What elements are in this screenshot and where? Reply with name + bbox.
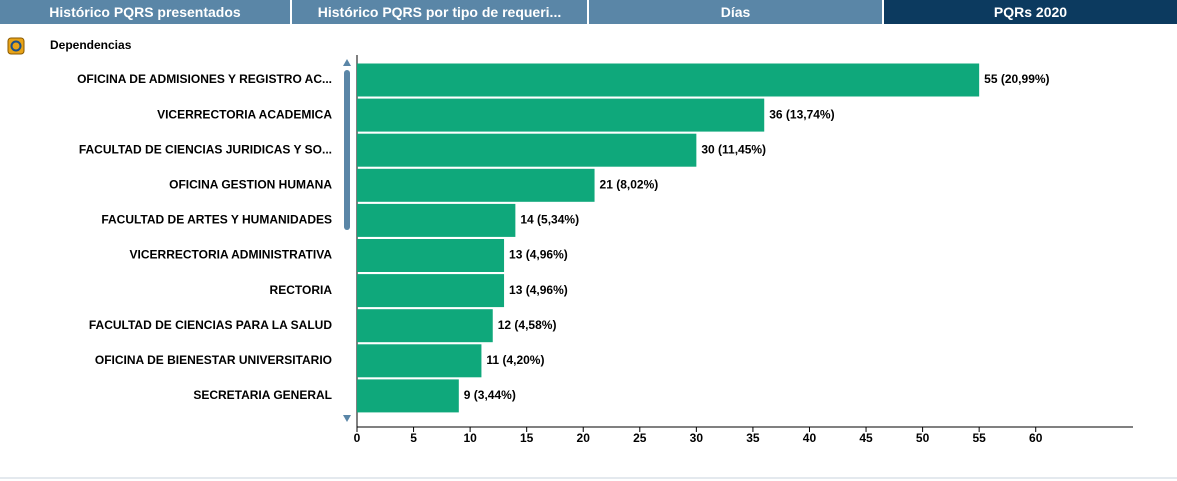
- x-tick-label: 20: [577, 431, 591, 445]
- bar: [357, 239, 505, 272]
- value-label: 14 (5,34%): [520, 213, 579, 227]
- value-label: 36 (13,74%): [769, 107, 834, 121]
- tab[interactable]: Días: [589, 0, 882, 24]
- category-label: FACULTAD DE CIENCIAS JURIDICAS Y SO...: [79, 142, 332, 156]
- bar: [357, 168, 595, 202]
- bar: [357, 203, 516, 237]
- value-label: 13 (4,96%): [509, 283, 568, 297]
- x-tick-label: 45: [859, 431, 873, 445]
- value-label: 21 (8,02%): [600, 177, 659, 191]
- bar: [357, 133, 697, 167]
- refresh-icon-arrow: [10, 40, 22, 52]
- bar: [357, 63, 980, 97]
- category-label: VICERRECTORIA ACADEMICA: [157, 107, 332, 121]
- category-label: OFICINA DE ADMISIONES Y REGISTRO AC...: [77, 72, 332, 86]
- x-tick-label: 30: [690, 431, 704, 445]
- category-label: VICERRECTORIA ADMINISTRATIVA: [130, 248, 333, 262]
- x-tick-label: 40: [803, 431, 817, 445]
- scroll-up[interactable]: [343, 59, 351, 66]
- x-tick-label: 60: [1029, 431, 1043, 445]
- panel-title: Dependencias: [50, 38, 132, 52]
- value-label: 12 (4,58%): [498, 318, 557, 332]
- bar: [357, 274, 505, 308]
- x-tick-label: 15: [520, 431, 534, 445]
- scrollbar-thumb[interactable]: [344, 70, 350, 230]
- bar: [357, 98, 765, 132]
- scroll-down[interactable]: [343, 415, 351, 422]
- x-tick-label: 25: [633, 431, 647, 445]
- value-label: 9 (3,44%): [464, 388, 516, 402]
- bar: [357, 344, 482, 378]
- x-tick-label: 0: [354, 431, 361, 445]
- category-label: SECRETARIA GENERAL: [193, 388, 332, 402]
- x-tick-label: 50: [916, 431, 930, 445]
- x-tick-label: 35: [746, 431, 760, 445]
- category-label: RECTORIA: [270, 283, 333, 297]
- category-label: OFICINA GESTION HUMANA: [169, 177, 332, 191]
- bar: [357, 309, 493, 343]
- tab[interactable]: Histórico PQRS presentados: [0, 0, 290, 24]
- value-label: 13 (4,96%): [509, 248, 568, 262]
- value-label: 30 (11,45%): [701, 142, 766, 156]
- x-tick-label: 5: [410, 431, 417, 445]
- tab[interactable]: Histórico PQRS por tipo de requeri...: [292, 0, 587, 24]
- bar: [357, 379, 459, 413]
- x-tick-label: 10: [463, 431, 477, 445]
- category-label: FACULTAD DE CIENCIAS PARA LA SALUD: [89, 318, 332, 332]
- value-label: 55 (20,99%): [984, 72, 1049, 86]
- tab[interactable]: PQRs 2020: [884, 0, 1177, 24]
- value-label: 11 (4,20%): [486, 353, 544, 367]
- category-label: FACULTAD DE ARTES Y HUMANIDADES: [101, 213, 332, 227]
- category-label: OFICINA DE BIENESTAR UNIVERSITARIO: [95, 353, 332, 367]
- x-tick-label: 55: [972, 431, 986, 445]
- refresh-icon[interactable]: [7, 37, 25, 55]
